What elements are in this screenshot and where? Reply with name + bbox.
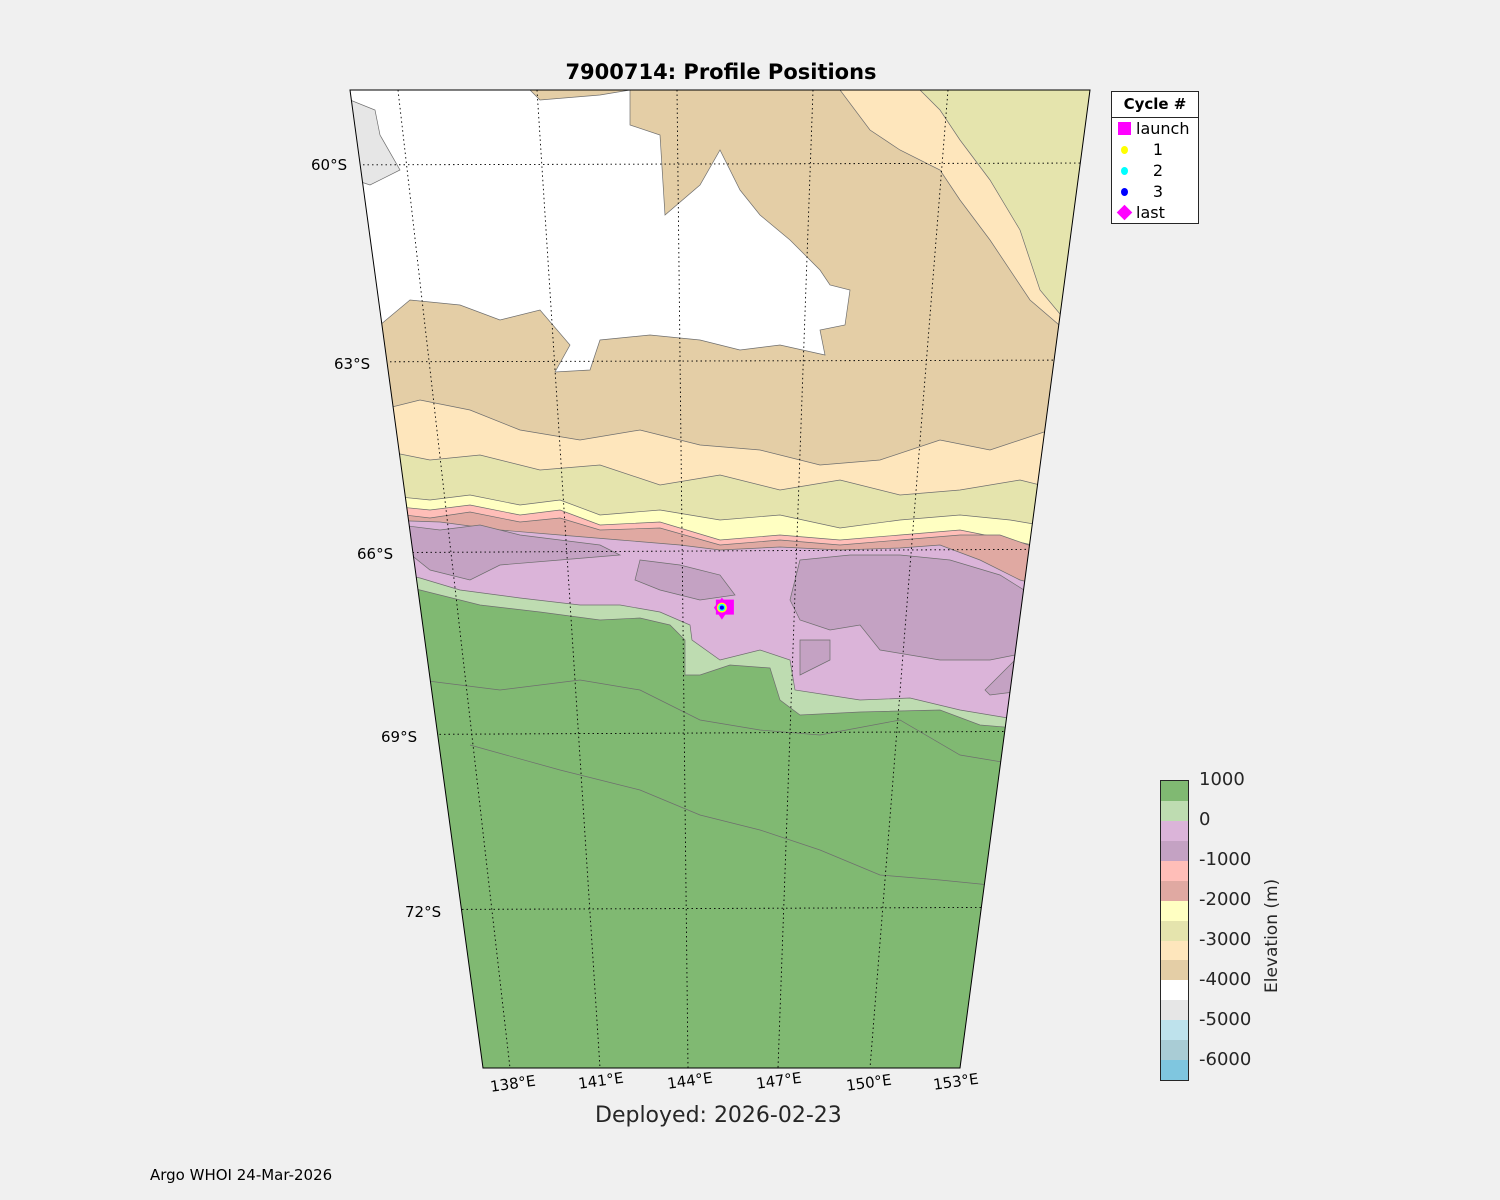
lat-line-60s [350, 162, 1090, 166]
colorbar-swatch [1161, 1020, 1188, 1041]
colorbar-swatch [1161, 1040, 1188, 1061]
legend-item-launch: launch [1112, 118, 1198, 139]
colorbar-label: Elevation (m) [1262, 878, 1282, 993]
lat-line-66s [350, 548, 1090, 554]
lat-line-69s [350, 730, 1090, 736]
map-frame [349, 89, 1091, 1069]
cycle-legend: Cycle # launch 1 2 3 last [1111, 91, 1199, 224]
colorbar-swatch [1161, 920, 1188, 941]
colorbar-tick: -3000 [1199, 929, 1252, 950]
elevation-colorbar [1160, 780, 1189, 1081]
graticule [350, 90, 1090, 1068]
colorbar-tick: -1000 [1199, 849, 1252, 870]
lat-label-69s: 69°S [381, 728, 418, 746]
deep-white-region [350, 90, 851, 373]
colorbar-tick: -2000 [1199, 889, 1252, 910]
legend-item-cycle-1: 1 [1112, 139, 1198, 160]
lon-line-144e [676, 90, 689, 1068]
colorbar-swatch [1161, 781, 1188, 801]
dark-purple-patch [789, 554, 1041, 661]
colorbar-tick: -6000 [1199, 1049, 1252, 1070]
square-icon [1117, 122, 1131, 135]
lon-line-141e [536, 90, 601, 1068]
legend-item-cycle-3: 3 [1112, 181, 1198, 202]
circle-icon [1120, 166, 1128, 175]
dark-purple-patch [799, 639, 831, 676]
colorbar-swatch [1161, 900, 1188, 921]
colorbar-swatch [1161, 980, 1188, 1001]
footer-credit: Argo WHOI 24-Mar-2026 [150, 1166, 333, 1184]
colorbar-swatch [1161, 1000, 1188, 1021]
lat-label-72s: 72°S [405, 903, 442, 921]
legend-title: Cycle # [1112, 92, 1198, 118]
lat-label-60s: 60°S [311, 156, 348, 174]
colorbar-swatch [1161, 800, 1188, 821]
dark-purple-patch [634, 559, 736, 601]
dark-purple-patch [399, 524, 622, 581]
colorbar-swatch [1161, 880, 1188, 901]
lon-line-147e [777, 90, 814, 1068]
deployed-date: Deployed: 2026-02-23 [595, 1103, 842, 1128]
diamond-icon [1116, 204, 1132, 221]
colorbar-swatch [1161, 820, 1188, 841]
lon-line-138e [397, 90, 511, 1068]
lat-label-66s: 66°S [357, 545, 394, 563]
colorbar-tick: -4000 [1199, 969, 1252, 990]
land-contour [469, 744, 991, 886]
lat-line-72s [350, 906, 1090, 911]
profile-markers[interactable] [713, 597, 734, 620]
legend-item-cycle-2: 2 [1112, 160, 1198, 181]
legend-item-last: last [1112, 202, 1198, 223]
map-title: 7900714: Profile Positions [565, 60, 877, 84]
cycle-3-marker [719, 605, 724, 610]
circle-icon [1120, 145, 1128, 154]
colorbar-swatch [1161, 940, 1188, 961]
colorbar-tick: 0 [1199, 809, 1211, 830]
colorbar-swatch [1161, 960, 1188, 981]
lat-line-63s [350, 359, 1090, 363]
lat-label-63s: 63°S [334, 355, 371, 373]
land-contour [419, 679, 1021, 766]
colorbar-swatch [1161, 1060, 1188, 1081]
colorbar-tick: 1000 [1199, 769, 1245, 790]
lon-line-150e [869, 90, 949, 1068]
circle-icon [1120, 187, 1128, 196]
cycle-1-marker [716, 602, 727, 613]
colorbar-tick: -5000 [1199, 1009, 1252, 1030]
cycle-2-marker [718, 604, 726, 612]
colorbar-swatch [1161, 860, 1188, 881]
colorbar-swatch [1161, 840, 1188, 861]
